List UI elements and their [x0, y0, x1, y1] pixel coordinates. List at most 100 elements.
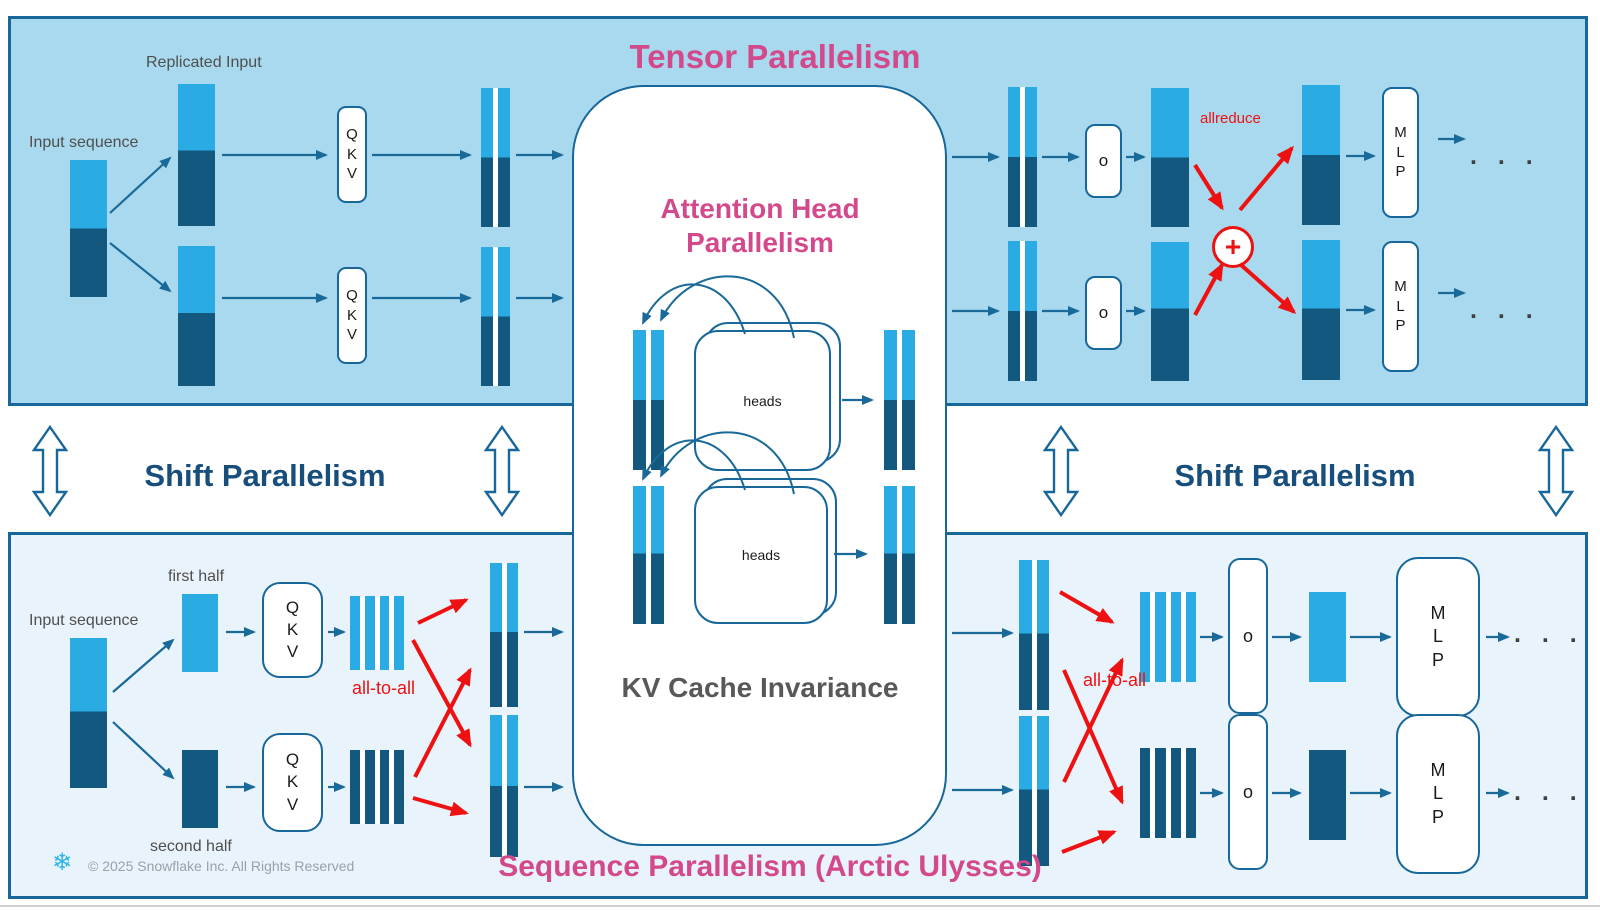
all-to-all-label-left: all-to-all — [352, 678, 416, 698]
mlp-box-bottom-2: M L P — [1396, 714, 1480, 874]
bar-segment — [1019, 560, 1032, 710]
mlp-box-label: M L P — [1394, 278, 1407, 335]
replicated-input-label: Replicated Input — [146, 54, 262, 71]
bar-segment — [651, 330, 664, 470]
head-sharded-bars-dark — [350, 750, 404, 824]
partial-output-bar-top-1 — [1151, 88, 1189, 227]
first-half-label: first half — [168, 568, 225, 585]
sequence-chunk-bar-light — [1309, 592, 1346, 682]
bar-segment — [490, 563, 502, 707]
replicated-input-bar-1 — [178, 84, 215, 226]
sequence-pair-right-1 — [1019, 560, 1049, 710]
bar-segment — [651, 486, 664, 624]
all-to-all-output-pair-2 — [490, 715, 518, 857]
mlp-box-top-1: M L P — [1382, 87, 1419, 218]
qkv-box-label: Q K V — [346, 287, 358, 344]
bar-segment — [481, 247, 493, 386]
o-box-label: o — [1242, 781, 1253, 802]
qkv-box-label: Q K V — [285, 597, 300, 662]
qkv-box-label: Q K V — [285, 750, 300, 814]
bar-segment — [1185, 748, 1196, 838]
attention-output-pair-top-1 — [1008, 87, 1037, 227]
bar-segment — [498, 247, 510, 386]
bar-segment — [1025, 87, 1037, 227]
input-sequence-bar-top — [70, 160, 107, 297]
bar-segment — [902, 330, 915, 470]
attention-title-line2: Parallelism — [686, 227, 834, 258]
second-half-label: second half — [150, 838, 232, 855]
bar-segment — [498, 88, 510, 227]
attention-output-pair-top-2 — [1008, 241, 1037, 381]
heads-label: heads — [743, 392, 782, 409]
attention-title-line1: Attention Head — [660, 193, 860, 224]
reduced-output-bar-top-2 — [1302, 240, 1340, 380]
sequence-parallelism-title: Sequence Parallelism (Arctic Ulysses) — [498, 850, 1042, 883]
bar-segment — [394, 750, 404, 824]
attention-head-parallelism-title: Attention Head Parallelism — [600, 192, 920, 260]
o-projection-box-top-1: o — [1085, 124, 1122, 198]
center-output-bar-pair-2 — [884, 486, 915, 624]
bar-segment — [1140, 748, 1151, 838]
qkv-output-bar-pair-2 — [481, 247, 510, 386]
bidirectional-arrow-icon — [1538, 424, 1574, 518]
head-sharded-bars-dark-right — [1140, 748, 1196, 838]
bar-segment — [1036, 560, 1049, 710]
bar-segment — [481, 88, 493, 227]
allreduce-sum-icon: + — [1212, 226, 1254, 268]
bar-segment — [379, 750, 390, 824]
o-box-label: o — [1098, 303, 1109, 322]
head-sharded-bars-light-right — [1140, 592, 1196, 682]
bidirectional-arrow-icon — [484, 424, 520, 518]
o-box-label: o — [1098, 151, 1109, 170]
bar-segment — [1036, 716, 1049, 866]
bar-segment — [1008, 87, 1020, 227]
bar-segment — [884, 330, 897, 470]
bar-segment — [1170, 748, 1181, 838]
bar-segment — [350, 750, 360, 824]
center-output-bar-pair-1 — [884, 330, 915, 470]
replicated-input-bar-2 — [178, 246, 215, 386]
input-sequence-bar-bottom — [70, 638, 107, 788]
mlp-box-top-2: M L P — [1382, 241, 1419, 372]
input-sequence-label-top: Input sequence — [29, 134, 139, 151]
center-input-bar-pair-2 — [633, 486, 664, 624]
bar-segment — [506, 563, 518, 707]
bar-segment — [1185, 592, 1196, 682]
bar-segment — [394, 596, 404, 670]
mlp-box-bottom-1: M L P — [1396, 557, 1480, 717]
bar-segment — [1025, 241, 1037, 381]
tensor-parallelism-title: Tensor Parallelism — [629, 38, 921, 75]
sequence-chunk-bar-dark — [1309, 750, 1346, 840]
o-projection-box-top-2: o — [1085, 276, 1122, 350]
head-sharded-bars-light — [350, 596, 404, 670]
second-half-bar — [182, 750, 218, 828]
qkv-box-label: Q K V — [346, 126, 358, 183]
bar-segment — [1155, 592, 1166, 682]
mlp-box-label: M L P — [1430, 759, 1446, 827]
input-sequence-label-bottom: Input sequence — [29, 612, 139, 629]
bar-segment — [1170, 592, 1181, 682]
qkv-box-top-2: Q K V — [337, 267, 367, 364]
o-box-label: o — [1242, 625, 1253, 646]
mlp-box-label: M L P — [1430, 602, 1446, 670]
continuation-dots: . . . — [1514, 620, 1584, 648]
qkv-box-top-1: Q K V — [337, 106, 367, 203]
bar-segment — [633, 486, 646, 624]
o-projection-box-bottom-1: o — [1228, 558, 1268, 714]
bar-segment — [379, 596, 390, 670]
bar-segment — [1140, 592, 1151, 682]
bidirectional-arrow-icon — [32, 424, 68, 518]
bar-segment — [884, 486, 897, 624]
qkv-box-bottom-1: Q K V — [262, 582, 323, 678]
allreduce-label: allreduce — [1200, 110, 1261, 127]
bar-segment — [1019, 716, 1032, 866]
bar-segment — [633, 330, 646, 470]
first-half-bar — [182, 594, 218, 672]
all-to-all-output-pair-1 — [490, 563, 518, 707]
bar-segment — [350, 596, 360, 670]
copyright-text: © 2025 Snowflake Inc. All Rights Reserve… — [88, 858, 355, 874]
bar-segment — [364, 596, 375, 670]
continuation-dots: . . . — [1470, 296, 1540, 324]
reduced-output-bar-top-1 — [1302, 85, 1340, 225]
